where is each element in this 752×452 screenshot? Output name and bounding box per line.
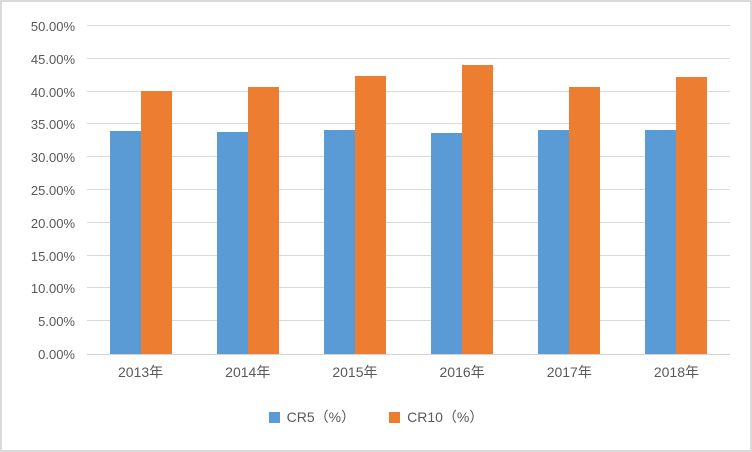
gridline — [87, 57, 730, 59]
bar-group-2016年 — [409, 26, 516, 354]
cr5-bar-2017年 — [538, 130, 570, 354]
cr10-bar-2018年 — [676, 77, 708, 354]
x-tick-label: 2015年 — [332, 364, 378, 380]
cr5-bar-2013年 — [109, 130, 141, 354]
cr5-legend-swatch-icon — [268, 411, 280, 423]
gridline — [87, 287, 730, 289]
cr10-bar-2017年 — [569, 87, 601, 354]
cr10-bar-2015年 — [354, 75, 386, 354]
bar-group-2014年 — [194, 26, 301, 354]
x-tick-label: 2017年 — [546, 364, 592, 380]
gridline — [87, 25, 730, 26]
y-tick-label: 40.00% — [30, 84, 75, 100]
gridline — [87, 221, 730, 223]
legend: CR5（%） CR10（%） — [2, 407, 750, 427]
y-tick-label: 0.00% — [38, 347, 75, 362]
y-tick-label: 10.00% — [30, 281, 75, 297]
gridline — [87, 254, 730, 256]
cr10-legend-swatch-icon — [389, 411, 401, 423]
bar-group-2018年 — [623, 26, 730, 354]
bar-groups — [87, 26, 730, 354]
gridline — [87, 320, 730, 322]
bar-group-2015年 — [301, 26, 408, 354]
bar-group-2017年 — [516, 26, 623, 354]
legend-item-cr10: CR10（%） — [389, 407, 483, 427]
y-tick-label: 30.00% — [30, 150, 75, 166]
cr5-bar-2018年 — [645, 130, 677, 354]
legend-item-cr5: CR5（%） — [268, 407, 356, 427]
cr10-legend-label: CR10（%） — [407, 409, 484, 425]
gridline — [87, 90, 730, 92]
cr5-bar-2015年 — [323, 129, 355, 354]
cr10-bar-2016年 — [462, 65, 494, 354]
gridline — [87, 156, 730, 158]
y-tick-label: 25.00% — [30, 183, 75, 198]
x-axis-labels: 2013年 2014年 2015年 2016年 2017年 2018年 — [87, 362, 730, 382]
y-tick-label: 5.00% — [38, 314, 75, 330]
y-tick-label: 35.00% — [30, 117, 75, 133]
cr5-bar-2014年 — [216, 132, 248, 354]
cr5-bar-2016年 — [431, 132, 463, 354]
x-tick-label: 2013年 — [118, 364, 164, 380]
x-tick-label: 2016年 — [439, 364, 485, 380]
x-tick-label: 2018年 — [653, 364, 700, 380]
y-tick-label: 45.00% — [30, 51, 75, 67]
bar-group-2013年 — [87, 26, 194, 354]
y-tick-label: 15.00% — [30, 248, 75, 264]
plot-area — [87, 25, 730, 355]
y-tick-label: 50.00% — [30, 19, 75, 34]
cr10-bar-2013年 — [140, 90, 172, 354]
y-tick-label: 20.00% — [30, 215, 75, 231]
x-tick-label: 2014年 — [225, 364, 271, 380]
gridline — [87, 123, 730, 125]
y-axis-labels: 0.00% 5.00% 10.00% 15.00% 20.00% 25.00% 30.00%… — [12, 19, 75, 362]
cr10-bar-2014年 — [247, 87, 279, 354]
gridline — [87, 189, 730, 190]
cr5-legend-label: CR5（%） — [286, 409, 356, 425]
